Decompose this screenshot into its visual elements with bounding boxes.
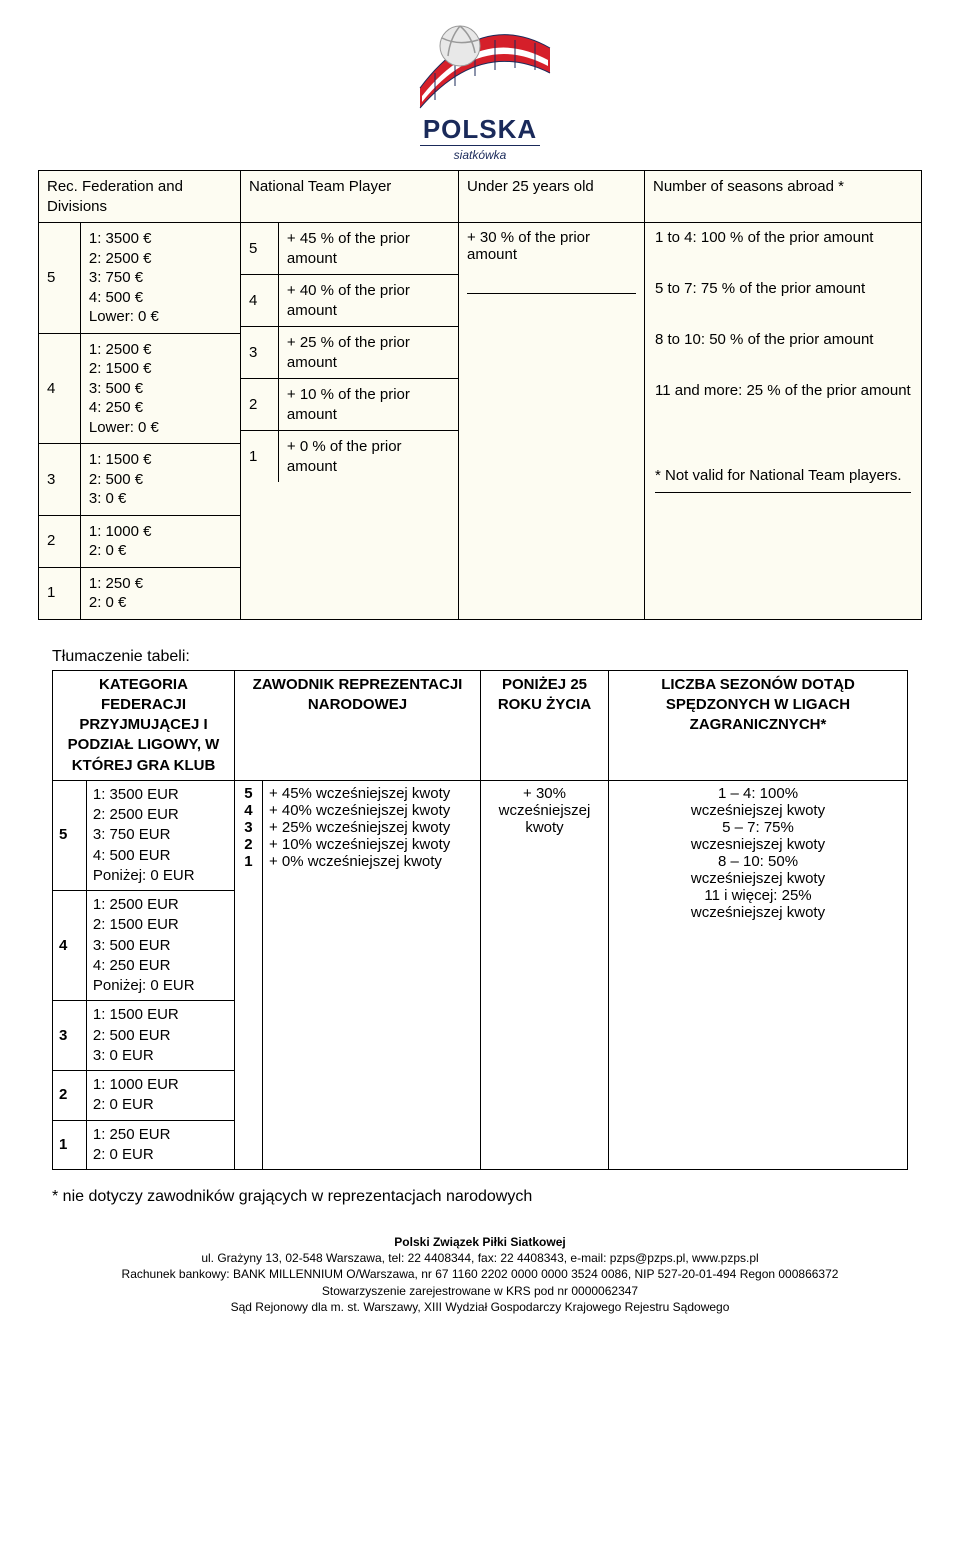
scan-division-amounts: 1: 1500 €2: 500 €3: 0 €: [81, 444, 240, 516]
scan-division-index: 3: [39, 444, 81, 516]
trans-division-index: 1: [53, 1121, 87, 1170]
trans-ntp-index: 4: [244, 802, 252, 819]
scan-ntp-percent: + 40 % of the prior amount: [279, 275, 458, 327]
logo-text: POLSKA: [400, 114, 560, 145]
scan-col1-body: 51: 3500 €2: 2500 €3: 750 €4: 500 €Lower…: [39, 223, 241, 619]
trans-col3-body: + 30% wcześniejszej kwoty: [481, 781, 609, 1169]
trans-division-amounts: 1: 250 EUR2: 0 EUR: [87, 1121, 234, 1170]
scan-header-col4: Number of seasons abroad *: [645, 171, 921, 223]
trans-ntp-index: 2: [244, 836, 252, 853]
trans-division-amounts: 1: 2500 EUR2: 1500 EUR3: 500 EUR4: 250 E…: [87, 891, 234, 1001]
trans-ntp-percent: + 0% wcześniejszej kwoty: [269, 853, 474, 870]
trans-seasons-line: wcześniejszej kwoty: [615, 870, 901, 887]
scan-ntp-row: 3+ 25 % of the prior amount: [241, 327, 458, 379]
trans-division-index: 4: [53, 891, 87, 1001]
trans-seasons-line: 5 – 7: 75%: [615, 819, 901, 836]
trans-ntp-percent: + 10% wcześniejszej kwoty: [269, 836, 474, 853]
scan-ntp-percent: + 45 % of the prior amount: [279, 223, 458, 275]
translation-title: Tłumaczenie tabeli:: [52, 648, 908, 666]
trans-seasons-line: wcześniejszej kwoty: [615, 904, 901, 921]
trans-division-amounts: 1: 3500 EUR2: 2500 EUR3: 750 EUR4: 500 E…: [87, 781, 234, 891]
scan-ntp-row: 1+ 0 % of the prior amount: [241, 431, 458, 482]
trans-division-index: 2: [53, 1071, 87, 1121]
trans-header-col2: ZAWODNIK REPREZENTACJI NARODOWEJ: [235, 671, 481, 781]
trans-division-row: 21: 1000 EUR2: 0 EUR: [53, 1071, 234, 1121]
trans-col4-body: 1 – 4: 100%wcześniejszej kwoty5 – 7: 75%…: [609, 781, 907, 1169]
scan-header-col2: National Team Player: [241, 171, 459, 223]
scan-col2-body: 5+ 45 % of the prior amount4+ 40 % of th…: [241, 223, 459, 619]
scan-division-index: 1: [39, 568, 81, 619]
trans-division-row: 11: 250 EUR2: 0 EUR: [53, 1121, 234, 1170]
footer-line5: Sąd Rejonowy dla m. st. Warszawy, XIII W…: [0, 1299, 960, 1315]
footer-line4: Stowarzyszenie zarejestrowane w KRS pod …: [0, 1283, 960, 1299]
scan-division-row: 41: 2500 €2: 1500 €3: 500 €4: 250 €Lower…: [39, 334, 240, 445]
trans-seasons-line: 8 – 10: 50%: [615, 853, 901, 870]
logo-area: POLSKA siatkówka: [0, 0, 960, 164]
trans-seasons-line: wczesniejszej kwoty: [615, 836, 901, 853]
scan-ntp-row: 2+ 10 % of the prior amount: [241, 379, 458, 431]
trans-col1-body: 51: 3500 EUR2: 2500 EUR3: 750 EUR4: 500 …: [53, 781, 235, 1169]
trans-division-row: 41: 2500 EUR2: 1500 EUR3: 500 EUR4: 250 …: [53, 891, 234, 1001]
scan-ntp-row: 4+ 40 % of the prior amount: [241, 275, 458, 327]
scan-ntp-index: 4: [241, 275, 279, 327]
scan-col3-text: + 30 % of the prior amount: [467, 229, 636, 294]
trans-seasons-line: 11 i więcej: 25%: [615, 887, 901, 904]
scan-division-row: 21: 1000 €2: 0 €: [39, 516, 240, 568]
trans-col2-body: 54321 + 45% wcześniejszej kwoty+ 40% wcz…: [235, 781, 481, 1169]
footer-line1: Polski Związek Piłki Siatkowej: [0, 1234, 960, 1250]
scan-header-col1: Rec. Federation and Divisions: [39, 171, 241, 223]
scan-ntp-index: 2: [241, 379, 279, 431]
scan-ntp-index: 5: [241, 223, 279, 275]
trans-division-row: 31: 1500 EUR2: 500 EUR3: 0 EUR: [53, 1001, 234, 1071]
trans-seasons-text: 1 – 4: 100%wcześniejszej kwoty5 – 7: 75%…: [615, 785, 901, 921]
trans-division-amounts: 1: 1000 EUR2: 0 EUR: [87, 1071, 234, 1121]
trans-header-col4: LICZBA SEZONÓW DOTĄD SPĘDZONYCH W LIGACH…: [609, 671, 907, 781]
footer-line3: Rachunek bankowy: BANK MILLENNIUM O/Wars…: [0, 1266, 960, 1282]
scan-ntp-percent: + 10 % of the prior amount: [279, 379, 458, 431]
trans-header-col1: KATEGORIA FEDERACJI PRZYJMUJĄCEJ I PODZI…: [53, 671, 235, 781]
scan-division-row: 11: 250 €2: 0 €: [39, 568, 240, 619]
trans-seasons-line: 1 – 4: 100%: [615, 785, 901, 802]
scanned-table: Rec. Federation and Divisions National T…: [38, 170, 922, 620]
trans-division-index: 5: [53, 781, 87, 891]
scan-ntp-percent: + 25 % of the prior amount: [279, 327, 458, 379]
logo: POLSKA siatkówka: [400, 18, 560, 158]
scan-division-amounts: 1: 250 €2: 0 €: [81, 568, 240, 619]
scan-division-index: 5: [39, 223, 81, 334]
scan-ntp-row: 5+ 45 % of the prior amount: [241, 223, 458, 275]
scan-division-amounts: 1: 2500 €2: 1500 €3: 500 €4: 250 €Lower:…: [81, 334, 240, 445]
scan-ntp-percent: + 0 % of the prior amount: [279, 431, 458, 482]
trans-ntp-index: 1: [244, 853, 252, 870]
trans-ntp-index-col: 54321: [235, 781, 263, 1169]
scan-ntp-index: 3: [241, 327, 279, 379]
trans-header-col3: PONIŻEJ 25 ROKU ŻYCIA: [481, 671, 609, 781]
scan-header-col3: Under 25 years old: [459, 171, 645, 223]
trans-division-index: 3: [53, 1001, 87, 1071]
trans-ntp-percent: + 25% wcześniejszej kwoty: [269, 819, 474, 836]
scan-seasons-text: 1 to 4: 100 % of the prior amount5 to 7:…: [655, 229, 911, 493]
page-footer: Polski Związek Piłki Siatkowej ul. Graży…: [0, 1234, 960, 1335]
scan-division-row: 51: 3500 €2: 2500 €3: 750 €4: 500 €Lower…: [39, 223, 240, 334]
trans-division-row: 51: 3500 EUR2: 2500 EUR3: 750 EUR4: 500 …: [53, 781, 234, 891]
scan-division-amounts: 1: 3500 €2: 2500 €3: 750 €4: 500 €Lower:…: [81, 223, 240, 334]
scan-division-index: 4: [39, 334, 81, 445]
trans-ntp-lines: + 45% wcześniejszej kwoty+ 40% wcześniej…: [263, 781, 480, 1169]
translation-table: KATEGORIA FEDERACJI PRZYJMUJĄCEJ I PODZI…: [52, 670, 908, 1171]
trans-ntp-percent: + 45% wcześniejszej kwoty: [269, 785, 474, 802]
footnote: * nie dotyczy zawodników grających w rep…: [52, 1188, 908, 1206]
scan-division-index: 2: [39, 516, 81, 568]
trans-ntp-percent: + 40% wcześniejszej kwoty: [269, 802, 474, 819]
footer-line2: ul. Grażyny 13, 02-548 Warszawa, tel: 22…: [0, 1250, 960, 1266]
logo-subtext: siatkówka: [420, 145, 540, 162]
trans-ntp-index: 3: [244, 819, 252, 836]
trans-seasons-line: wcześniejszej kwoty: [615, 802, 901, 819]
scan-ntp-index: 1: [241, 431, 279, 482]
trans-ntp-index: 5: [244, 785, 252, 802]
scan-division-amounts: 1: 1000 €2: 0 €: [81, 516, 240, 568]
scan-division-row: 31: 1500 €2: 500 €3: 0 €: [39, 444, 240, 516]
scan-col3-body: + 30 % of the prior amount: [459, 223, 645, 619]
volleyball-net-icon: [400, 18, 560, 118]
scan-col4-body: 1 to 4: 100 % of the prior amount5 to 7:…: [645, 223, 921, 619]
trans-division-amounts: 1: 1500 EUR2: 500 EUR3: 0 EUR: [87, 1001, 234, 1071]
